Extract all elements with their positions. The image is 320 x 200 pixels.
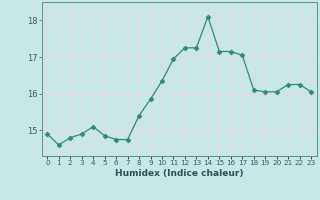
X-axis label: Humidex (Indice chaleur): Humidex (Indice chaleur) <box>115 169 244 178</box>
